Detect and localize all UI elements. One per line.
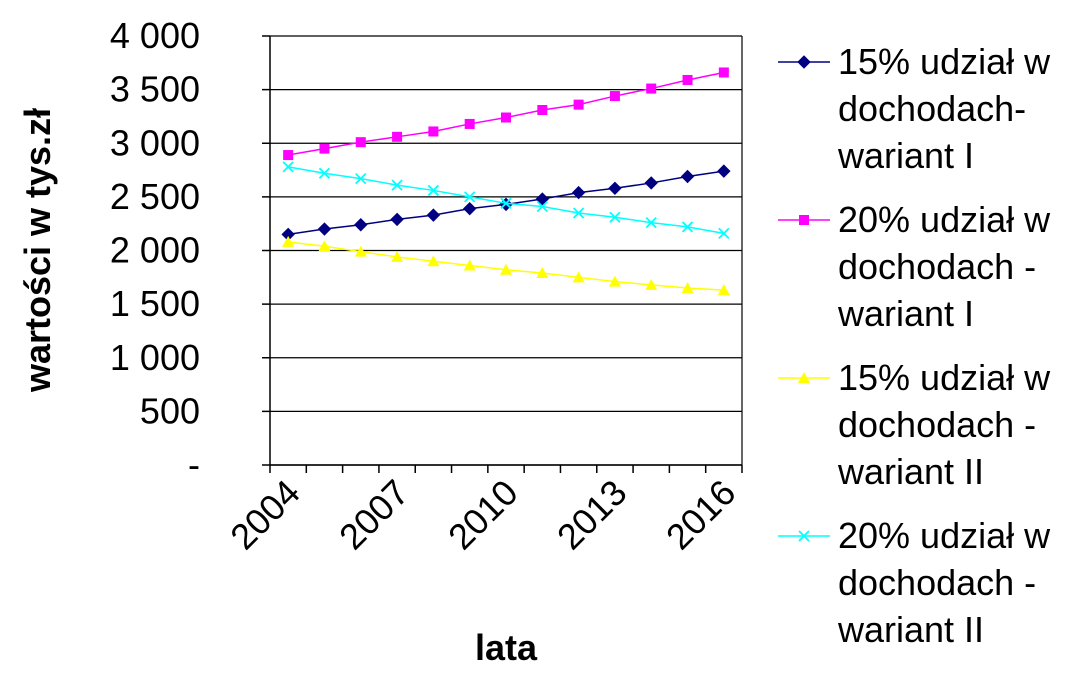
point [646,83,657,94]
point [501,112,511,123]
point [319,143,330,154]
point [571,185,586,200]
legend-marker [797,55,811,69]
y-tick-label: 2 500 [110,176,200,217]
point [681,221,694,233]
point [317,222,332,236]
point [282,161,294,173]
point [717,164,731,178]
point [645,278,658,290]
point [645,216,657,229]
point [318,240,331,252]
y-tick-label: 3 000 [110,122,200,163]
x-tick-label: 2007 [331,472,417,558]
point [681,282,694,294]
legend-label: 15% udział w dochodach - wariant II [838,357,1051,492]
point [391,250,404,262]
x-tick-label: 2016 [658,472,744,558]
y-tick-label: 4 000 [110,15,200,56]
point [718,67,729,78]
point [573,99,584,110]
y-axis-title: wartości w tys.zł [17,108,58,393]
point [500,263,512,275]
point [464,191,476,203]
legend-label: 15% udział w dochodach- wariant I [838,41,1051,176]
point [718,227,730,239]
point [355,173,367,185]
legend-label: 20% udział w dochodach - wariant II [838,515,1051,650]
point [572,207,585,219]
point [717,284,730,296]
legend-marker [799,215,809,225]
point [535,192,550,206]
point [537,105,548,116]
point [609,211,621,223]
point [644,176,658,190]
point [608,181,622,196]
point [390,212,404,227]
point [282,235,295,247]
legend-label: 20% udział w dochodach - wariant I [838,199,1051,334]
point [536,200,548,213]
point [354,218,368,232]
point [318,167,331,179]
point [609,91,620,102]
point [608,275,621,287]
y-tick-label: 1 500 [110,283,200,324]
point [682,74,693,85]
y-tick-label: 1 000 [110,337,200,378]
point [392,131,403,142]
y-tick-label: 2 000 [110,230,200,271]
point [680,169,695,184]
point [428,126,439,137]
legend-marker [798,530,810,542]
x-tick-label: 2013 [549,472,635,558]
legend-marker [798,372,810,383]
y-tick-label: - [188,444,200,485]
point [463,259,476,271]
point [426,208,441,222]
x-tick-label: 2004 [222,472,308,558]
point [355,137,366,148]
x-axis-title: lata [475,627,538,668]
point [283,150,294,161]
x-tick-label: 2010 [440,472,526,558]
point [500,197,512,209]
point [462,201,477,216]
point [464,118,475,129]
y-tick-label: 500 [140,390,200,431]
point [391,179,403,191]
point [427,255,440,267]
point [427,184,440,197]
point [536,267,549,279]
point [354,245,367,257]
y-tick-label: 3 500 [110,69,200,110]
point [572,271,585,283]
